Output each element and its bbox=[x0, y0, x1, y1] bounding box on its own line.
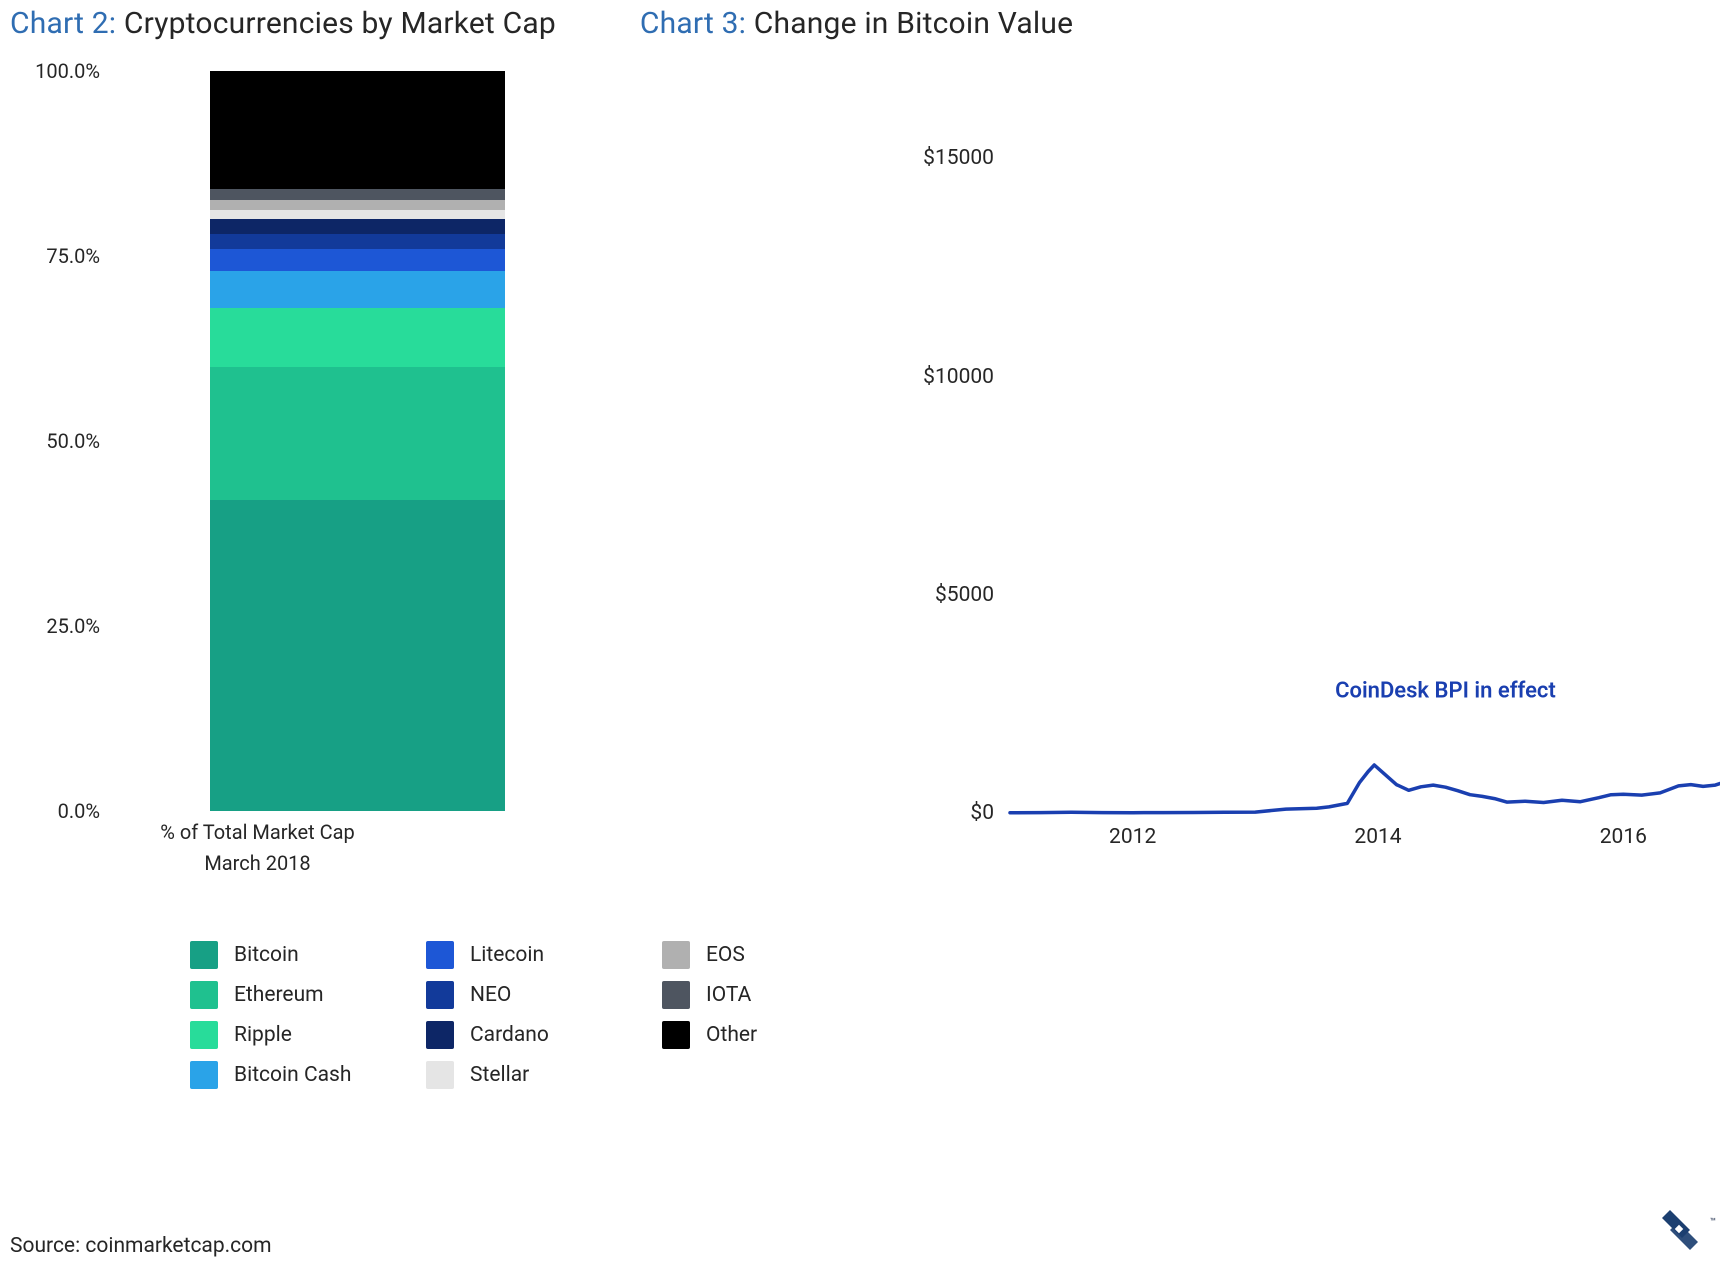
legend-item-bitcoin: Bitcoin bbox=[190, 941, 420, 969]
chart2-x-labels: % of Total Market Cap March 2018 bbox=[110, 817, 405, 879]
chart3-title: Chart 3: Change in Bitcoin Value bbox=[640, 6, 1073, 41]
source-footnote: Source: coinmarketcap.com bbox=[10, 1234, 272, 1258]
legend-item-cardano: Cardano bbox=[426, 1021, 656, 1049]
titles-row: Chart 2: Cryptocurrencies by Market Cap … bbox=[10, 0, 1690, 41]
legend-swatch bbox=[426, 1021, 454, 1049]
chart2-y-tick: 50.0% bbox=[46, 429, 110, 453]
legend-item-ethereum: Ethereum bbox=[190, 981, 420, 1009]
legend-item-stellar: Stellar bbox=[426, 1061, 656, 1089]
chart3-x-tick: 2014 bbox=[1354, 813, 1401, 849]
chart2-y-tick: 75.0% bbox=[46, 244, 110, 268]
legend-label: Cardano bbox=[470, 1023, 549, 1047]
chart2-legend: Bitcoin Litecoin EOS Ethereum NEO IOTA Ripple C… bbox=[190, 941, 892, 1089]
chart3-x-tick: 2016 bbox=[1600, 813, 1647, 849]
legend-item-other: Other bbox=[662, 1021, 892, 1049]
bar-segment-ethereum bbox=[210, 367, 505, 500]
bar-segment-neo bbox=[210, 234, 505, 249]
chart3-x-tick: 2012 bbox=[1109, 813, 1156, 849]
chart3-line: CoinDesk BPI in effect $0 $5000 $10000 $150… bbox=[912, 71, 1720, 1089]
chart2-y-tick: 25.0% bbox=[46, 614, 110, 638]
bar-segment-stellar bbox=[210, 210, 505, 219]
bar-segment-bitcoin-cash bbox=[210, 271, 505, 308]
legend-swatch bbox=[190, 1021, 218, 1049]
legend-label: Other bbox=[706, 1023, 757, 1047]
chart2-y-tick: 0.0% bbox=[58, 799, 110, 823]
chart3-y-tick: $10000 bbox=[923, 365, 1010, 389]
legend-item-bitcoin-cash: Bitcoin Cash bbox=[190, 1061, 420, 1089]
chart2-xlabel-line1: % of Total Market Cap bbox=[110, 817, 405, 848]
legend-swatch bbox=[662, 981, 690, 1009]
legend-label: NEO bbox=[470, 983, 511, 1007]
chart3-y-tick: $0 bbox=[970, 801, 1010, 825]
chart2-title-prefix: Chart 2: bbox=[10, 6, 116, 41]
chart2-stacked-bar: 0.0%25.0%50.0%75.0%100.0% % of Total Mar… bbox=[10, 71, 892, 1089]
chart3-plot-area: CoinDesk BPI in effect $0$5000$10000$150… bbox=[1010, 71, 1720, 813]
chart2-plot-area: 0.0%25.0%50.0%75.0%100.0% bbox=[110, 71, 605, 811]
chart2-title: Chart 2: Cryptocurrencies by Market Cap bbox=[10, 6, 556, 41]
chart3-title-rest: Change in Bitcoin Value bbox=[746, 6, 1073, 41]
chart2-stacked-column bbox=[210, 71, 505, 811]
legend-label: Ripple bbox=[234, 1023, 292, 1047]
chart3-line-path bbox=[1010, 93, 1720, 813]
legend-swatch bbox=[190, 941, 218, 969]
legend-swatch bbox=[426, 1061, 454, 1089]
legend-item-litecoin: Litecoin bbox=[426, 941, 656, 969]
bar-segment-eos bbox=[210, 200, 505, 210]
legend-label: Litecoin bbox=[470, 943, 544, 967]
chart3-title-prefix: Chart 3: bbox=[640, 6, 746, 41]
toptal-logo-icon bbox=[1656, 1206, 1704, 1254]
bar-segment-cardano bbox=[210, 219, 505, 234]
legend-label: Bitcoin Cash bbox=[234, 1063, 351, 1087]
legend-swatch bbox=[662, 941, 690, 969]
legend-swatch bbox=[190, 981, 218, 1009]
trademark-symbol: ™ bbox=[1710, 1217, 1716, 1228]
legend-swatch bbox=[662, 1021, 690, 1049]
chart2-y-tick: 100.0% bbox=[35, 59, 110, 83]
bar-segment-iota bbox=[210, 189, 505, 199]
legend-swatch bbox=[426, 981, 454, 1009]
bar-segment-other bbox=[210, 71, 505, 189]
bar-segment-bitcoin bbox=[210, 500, 505, 811]
chart2-title-rest: Cryptocurrencies by Market Cap bbox=[116, 6, 556, 41]
legend-swatch bbox=[190, 1061, 218, 1089]
legend-swatch bbox=[426, 941, 454, 969]
chart3-y-tick: $15000 bbox=[923, 146, 1010, 170]
legend-label: Stellar bbox=[470, 1063, 529, 1087]
legend-item-neo: NEO bbox=[426, 981, 656, 1009]
chart3-annotation: CoinDesk BPI in effect bbox=[1335, 678, 1556, 703]
legend-label: EOS bbox=[706, 943, 745, 967]
legend-item-ripple: Ripple bbox=[190, 1021, 420, 1049]
chart2-xlabel-line2: March 2018 bbox=[110, 848, 405, 879]
bar-segment-ripple bbox=[210, 308, 505, 367]
legend-item-iota: IOTA bbox=[662, 981, 892, 1009]
page-root: Chart 2: Cryptocurrencies by Market Cap … bbox=[0, 0, 1720, 1274]
legend-item-eos: EOS bbox=[662, 941, 892, 969]
legend-label: Ethereum bbox=[234, 983, 324, 1007]
legend-label: Bitcoin bbox=[234, 943, 299, 967]
charts-row: 0.0%25.0%50.0%75.0%100.0% % of Total Mar… bbox=[10, 71, 1690, 1089]
chart3-y-tick: $5000 bbox=[935, 583, 1010, 607]
legend-label: IOTA bbox=[706, 983, 751, 1007]
bar-segment-litecoin bbox=[210, 249, 505, 271]
